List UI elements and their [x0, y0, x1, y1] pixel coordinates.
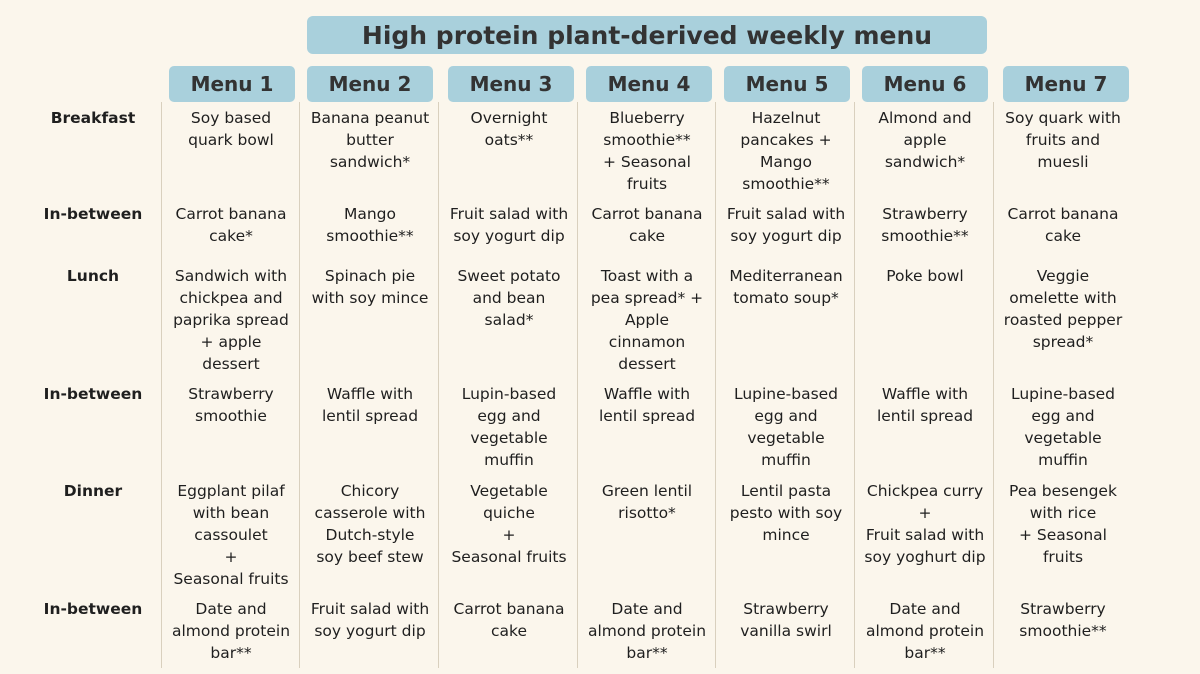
menu-cell: Mediterranean tomato soup* [729, 267, 843, 307]
menu-header-5: Menu 5 [724, 66, 850, 102]
menu-cell: Overnight oats** [470, 109, 548, 149]
column-divider [993, 102, 994, 668]
menu-cell: Date and almond protein bar** [171, 600, 291, 662]
menu-cell: Blueberry smoothie** + Seasonal fruits [603, 109, 691, 193]
row-label: Dinner [63, 482, 123, 500]
menu-cell: Carrot banana cake [591, 205, 703, 245]
menu-cell: Banana peanut butter sandwich* [310, 109, 430, 171]
menu-cell: Lentil pasta pesto with soy mince [729, 482, 843, 544]
menu-cell: Waffle with lentil spread [321, 385, 419, 425]
menu-cell: Soy quark with fruits and muesli [1005, 109, 1121, 171]
menu-cell: Mango smoothie** [326, 205, 414, 245]
menu-header-3: Menu 3 [448, 66, 574, 102]
menu-header-6: Menu 6 [862, 66, 988, 102]
menu-cell: Waffle with lentil spread [876, 385, 974, 425]
menu-cell: Hazelnut pancakes + Mango smoothie** [740, 109, 832, 193]
menu-cell: Carrot banana cake [453, 600, 565, 640]
menu-cell: Strawberry vanilla swirl [740, 600, 832, 640]
menu-header-2: Menu 2 [307, 66, 433, 102]
menu-cell: Lupine-based egg and vegetable muffin [1010, 385, 1116, 469]
menu-cell: Toast with a pea spread* + Apple cinnamo… [590, 267, 704, 373]
menu-cell: Veggie omelette with roasted pepper spre… [1003, 267, 1123, 351]
menu-cell: Strawberry smoothie [188, 385, 274, 425]
column-divider [577, 102, 578, 668]
page-title: High protein plant-derived weekly menu [307, 16, 987, 54]
menu-cell: Date and almond protein bar** [865, 600, 985, 662]
menu-cell: Pea besengek with rice + Seasonal fruits [1009, 482, 1117, 566]
menu-header-7: Menu 7 [1003, 66, 1129, 102]
column-divider [854, 102, 855, 668]
menu-cell: Fruit salad with soy yogurt dip [726, 205, 846, 245]
menu-header-1: Menu 1 [169, 66, 295, 102]
row-label: Breakfast [50, 109, 136, 127]
menu-cell: Sandwich with chickpea and paprika sprea… [173, 267, 289, 373]
menu-cell: Carrot banana cake* [175, 205, 287, 245]
menu-header-4: Menu 4 [586, 66, 712, 102]
menu-cell: Fruit salad with soy yogurt dip [449, 205, 569, 245]
row-label: In-between [43, 385, 143, 403]
menu-cell: Spinach pie with soy mince [311, 267, 429, 307]
menu-cell: Carrot banana cake [1007, 205, 1119, 245]
menu-cell: Lupine-based egg and vegetable muffin [733, 385, 839, 469]
column-divider [715, 102, 716, 668]
menu-cell: Fruit salad with soy yogurt dip [310, 600, 430, 640]
menu-cell: Waffle with lentil spread [598, 385, 696, 425]
menu-cell: Strawberry smoothie** [1019, 600, 1107, 640]
menu-cell: Poke bowl [886, 267, 964, 285]
menu-cell: Chicory casserole with Dutch-style soy b… [314, 482, 426, 566]
menu-cell: Green lentil risotto* [601, 482, 693, 522]
menu-cell: Almond and apple sandwich* [878, 109, 972, 171]
row-label: Lunch [66, 267, 120, 285]
row-label: In-between [43, 205, 143, 223]
menu-cell: Sweet potato and bean salad* [457, 267, 561, 329]
menu-cell: Date and almond protein bar** [587, 600, 707, 662]
column-divider [161, 102, 162, 668]
menu-cell: Soy based quark bowl [188, 109, 274, 149]
column-divider [299, 102, 300, 668]
row-label: In-between [43, 600, 143, 618]
menu-cell: Strawberry smoothie** [881, 205, 969, 245]
menu-cell: Vegetable quiche + Seasonal fruits [451, 482, 567, 566]
menu-cell: Lupin-based egg and vegetable muffin [461, 385, 557, 469]
menu-cell: Chickpea curry + Fruit salad with soy yo… [864, 482, 986, 566]
menu-cell: Eggplant pilaf with bean cassoulet + Sea… [173, 482, 289, 588]
column-divider [438, 102, 439, 668]
